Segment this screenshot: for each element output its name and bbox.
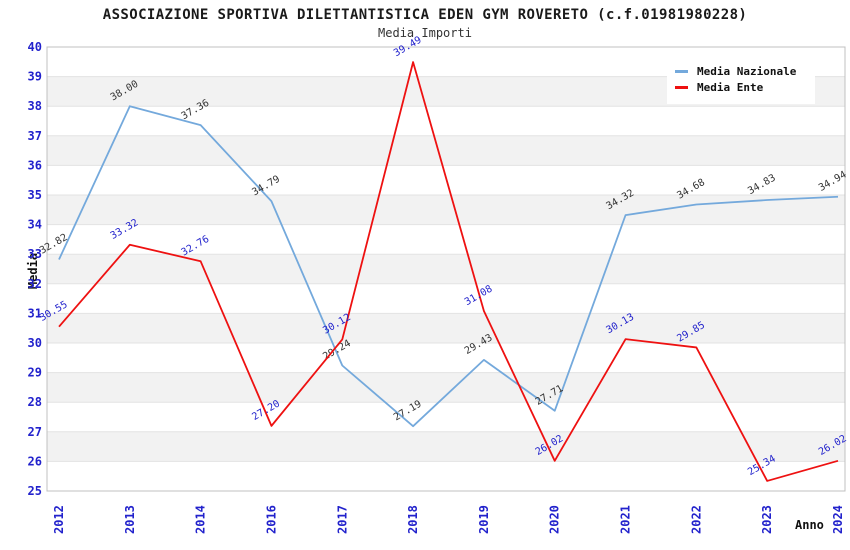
y-tick-label: 39 xyxy=(28,70,42,84)
grid-band xyxy=(47,431,845,462)
grid-band xyxy=(47,135,845,166)
y-tick-label: 40 xyxy=(28,40,42,54)
legend: Media Nazionale Media Ente xyxy=(667,56,815,104)
y-tick-label: 34 xyxy=(28,218,42,232)
y-tick-label: 27 xyxy=(28,425,42,439)
grid-band xyxy=(47,313,845,343)
y-tick-label: 38 xyxy=(28,99,42,113)
chart-subtitle: Media Importi xyxy=(378,26,472,40)
x-tick-label: 2021 xyxy=(619,505,633,534)
grid-band xyxy=(47,461,845,491)
grid-band xyxy=(47,106,845,136)
x-tick-label: 2014 xyxy=(194,505,208,534)
grid-band xyxy=(47,402,845,432)
grid-band xyxy=(47,195,845,225)
line-swatch-media-ente xyxy=(675,86,688,89)
series-line-media-nazionale xyxy=(58,105,839,428)
grid-band xyxy=(47,343,845,373)
y-tick-label: 32 xyxy=(28,277,42,291)
x-tick-label: 2013 xyxy=(123,505,137,534)
y-tick-label: 31 xyxy=(28,306,42,320)
legend-label: Media Nazionale xyxy=(697,65,797,78)
grid-band xyxy=(47,254,845,284)
grid-band xyxy=(47,224,845,255)
x-tick-label: 2016 xyxy=(264,505,278,534)
y-tick-label: 35 xyxy=(28,188,42,202)
y-tick-label: 26 xyxy=(28,454,42,468)
y-tick-label: 25 xyxy=(28,484,42,498)
x-tick-label: 2017 xyxy=(335,505,349,534)
y-tick-label: 36 xyxy=(28,158,42,172)
x-tick-label: 2012 xyxy=(52,505,66,534)
series-line-media-ente xyxy=(58,61,839,482)
y-tick-label: 29 xyxy=(28,366,42,380)
x-axis-title: Anno xyxy=(795,518,824,532)
plot-border xyxy=(46,46,846,492)
x-tick-label: 2018 xyxy=(406,505,420,534)
x-tick-label: 2022 xyxy=(689,505,703,534)
y-tick-label: 33 xyxy=(28,247,42,261)
line-swatch-media-nazionale xyxy=(675,70,688,73)
x-tick-label: 2020 xyxy=(548,505,562,534)
x-tick-label: 2023 xyxy=(760,505,774,534)
y-tick-label: 37 xyxy=(28,129,42,143)
legend-item-media-ente: Media Ente xyxy=(675,81,805,94)
grid-band xyxy=(47,283,845,314)
y-tick-label: 30 xyxy=(28,336,42,350)
legend-item-media-nazionale: Media Nazionale xyxy=(675,65,805,78)
x-tick-label: 2024 xyxy=(831,505,845,534)
x-tick-label: 2019 xyxy=(477,505,491,534)
y-tick-label: 28 xyxy=(28,395,42,409)
legend-label: Media Ente xyxy=(697,81,764,94)
chart-title: ASSOCIAZIONE SPORTIVA DILETTANTISTICA ED… xyxy=(102,7,748,23)
grid-band xyxy=(47,372,845,403)
